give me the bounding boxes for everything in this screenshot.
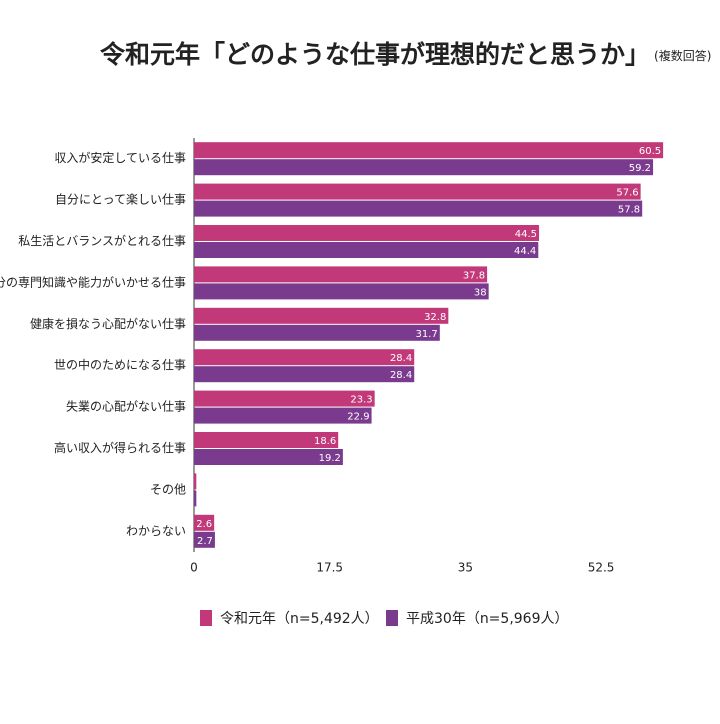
data-label: 2.6	[196, 519, 212, 530]
bar	[194, 490, 197, 507]
data-label: 57.6	[616, 188, 638, 199]
bar	[194, 432, 339, 448]
y-tick-label: わからない	[126, 524, 186, 538]
y-tick-label: 失業の心配がない仕事	[66, 399, 186, 414]
bar	[194, 349, 415, 366]
data-label: 60.5	[639, 146, 661, 157]
legend-label: 平成30年（n=5,969人）	[406, 611, 569, 627]
data-label: 28.4	[390, 370, 412, 381]
bar	[194, 242, 539, 258]
bar	[194, 449, 343, 465]
bar	[194, 200, 643, 217]
data-label: 44.4	[514, 246, 536, 257]
x-tick-label: 0	[190, 561, 198, 575]
legend-label: 令和元年（n=5,492人）	[220, 611, 379, 627]
bar	[194, 266, 488, 283]
bar	[194, 159, 654, 176]
data-label: 18.6	[314, 436, 336, 447]
x-tick-label: 35	[458, 561, 473, 575]
bar	[194, 390, 375, 407]
y-tick-label: 健康を損なう心配がない仕事	[30, 316, 186, 331]
data-label: 32.8	[424, 312, 446, 323]
data-label: 31.7	[416, 329, 438, 340]
data-label: 44.5	[515, 229, 537, 240]
data-label: 22.9	[347, 412, 369, 423]
data-label: 57.8	[618, 205, 640, 216]
y-tick-label: 自分にとって楽しい仕事	[55, 193, 186, 207]
data-label: 37.8	[463, 270, 485, 281]
data-label: 23.3	[350, 395, 372, 406]
bar	[194, 531, 215, 548]
bar	[194, 324, 440, 341]
bar	[194, 514, 215, 531]
chart-title: 令和元年「どのような仕事が理想的だと思うか」 (複数回答)	[100, 40, 711, 69]
bar	[194, 283, 489, 300]
y-tick-label: 収入が安定している仕事	[54, 150, 186, 165]
data-label: 28.4	[390, 353, 412, 364]
data-label: 19.2	[319, 453, 341, 464]
y-tick-label: 私生活とバランスがとれる仕事	[18, 233, 186, 248]
y-tick-label: 高い収入が得られる仕事	[54, 440, 186, 455]
subtitle: (複数回答)	[654, 48, 711, 63]
y-tick-label: 世の中のためになる仕事	[54, 357, 186, 372]
bar	[194, 366, 415, 383]
legend-swatch	[386, 610, 398, 626]
bar	[194, 225, 540, 241]
bar	[194, 473, 197, 490]
bar	[194, 183, 641, 200]
bar	[194, 307, 449, 324]
y-tick-label: その他	[150, 482, 186, 496]
x-tick-label: 52.5	[588, 561, 615, 575]
bar	[194, 142, 664, 159]
legend-swatch	[200, 610, 212, 626]
data-label: 59.2	[629, 163, 651, 174]
title: 令和元年「どのような仕事が理想的だと思うか」	[100, 40, 650, 69]
bar	[194, 407, 372, 424]
y-tick-label: 自分の専門知識や能力がいかせる仕事	[0, 274, 186, 289]
data-label: 2.7	[197, 536, 213, 547]
data-label: 38	[474, 287, 487, 298]
x-tick-label: 17.5	[316, 561, 343, 575]
